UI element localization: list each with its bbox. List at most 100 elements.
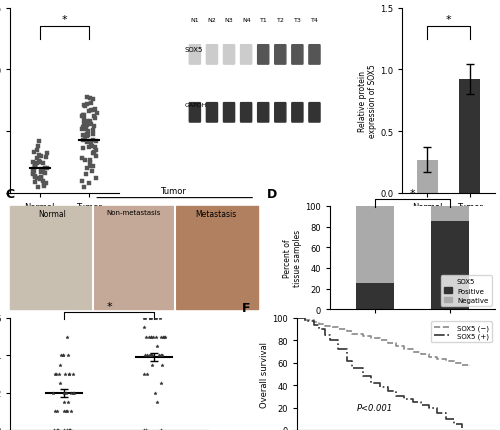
Point — [92, 153, 100, 160]
SOX5 (+) — [322, 332, 328, 338]
Point — [66, 427, 74, 430]
Point — [64, 371, 72, 378]
Point — [146, 352, 154, 359]
Point — [80, 157, 88, 164]
SOX5 (+) — [442, 416, 448, 421]
Text: *: * — [62, 15, 68, 25]
FancyBboxPatch shape — [206, 103, 218, 123]
Point — [86, 119, 94, 126]
Point — [50, 389, 58, 396]
SOX5 (+) — [451, 422, 457, 427]
Point — [66, 427, 74, 430]
Point — [92, 138, 100, 145]
Point — [82, 172, 90, 178]
Point — [39, 178, 47, 184]
Point — [141, 352, 149, 359]
Point — [87, 141, 95, 147]
Point — [78, 114, 86, 120]
Text: Normal: Normal — [38, 209, 66, 218]
Point — [88, 108, 96, 114]
Point — [37, 174, 45, 181]
Point — [56, 361, 64, 368]
Point — [31, 162, 39, 169]
Point — [84, 119, 92, 126]
Point — [158, 352, 166, 359]
Point — [69, 389, 77, 396]
Point — [40, 181, 48, 188]
Point — [36, 159, 44, 166]
SOX5 (+) — [327, 338, 333, 343]
Point — [157, 427, 165, 430]
SOX5 (+) — [316, 327, 322, 332]
Point — [38, 169, 46, 176]
Point — [38, 153, 46, 160]
FancyBboxPatch shape — [292, 103, 303, 123]
Point — [60, 427, 68, 430]
Point — [86, 138, 94, 145]
Text: *: * — [410, 188, 416, 198]
Point — [92, 175, 100, 182]
Point — [88, 143, 96, 150]
Point — [30, 174, 38, 181]
Point — [152, 315, 160, 322]
Text: N3: N3 — [225, 18, 234, 23]
Point — [42, 154, 50, 161]
Text: Tumor: Tumor — [160, 186, 186, 195]
Point — [148, 361, 156, 368]
SOX5 (+) — [302, 319, 308, 324]
Point — [62, 389, 70, 396]
SOX5 (+) — [418, 403, 424, 408]
Point — [86, 180, 94, 187]
SOX5 (−) — [451, 360, 457, 366]
Point — [69, 371, 77, 378]
Point — [86, 144, 94, 151]
Point — [39, 168, 47, 175]
Point — [84, 129, 92, 135]
Point — [82, 101, 90, 108]
Point — [156, 352, 164, 359]
Point — [64, 352, 72, 359]
Text: T3: T3 — [294, 18, 302, 23]
Point — [142, 333, 150, 340]
Point — [148, 333, 156, 340]
Bar — [459, 80, 480, 194]
Point — [156, 315, 164, 322]
Point — [83, 131, 91, 138]
Point — [146, 333, 154, 340]
Point — [160, 333, 168, 340]
Line: SOX5 (−): SOX5 (−) — [297, 318, 470, 366]
SOX5 (+) — [294, 316, 300, 321]
Point — [90, 163, 98, 170]
Point — [64, 399, 72, 405]
Point — [80, 184, 88, 191]
Point — [82, 139, 90, 146]
Point — [160, 333, 168, 340]
Point — [58, 352, 66, 359]
Point — [84, 122, 92, 129]
Point — [90, 149, 98, 156]
SOX5 (+) — [410, 399, 416, 405]
SOX5 (−) — [393, 344, 399, 349]
Text: Non-metastasis: Non-metastasis — [106, 209, 161, 215]
Point — [37, 175, 45, 182]
Text: N4: N4 — [242, 18, 250, 23]
Text: T1: T1 — [260, 18, 268, 23]
Point — [81, 135, 89, 141]
Point — [31, 163, 39, 170]
Text: N2: N2 — [208, 18, 216, 23]
SOX5 (+) — [376, 385, 382, 390]
Point — [140, 324, 148, 331]
SOX5 (−) — [459, 362, 465, 368]
Bar — [356, 284, 394, 310]
FancyBboxPatch shape — [309, 46, 320, 65]
Point — [91, 106, 99, 113]
SOX5 (+) — [459, 425, 465, 430]
Text: *: * — [106, 302, 112, 312]
Point — [82, 166, 90, 172]
Point — [86, 163, 94, 170]
Point — [66, 427, 74, 430]
Point — [30, 149, 38, 156]
Point — [85, 109, 93, 116]
Bar — [356, 206, 394, 284]
Point — [38, 160, 46, 167]
